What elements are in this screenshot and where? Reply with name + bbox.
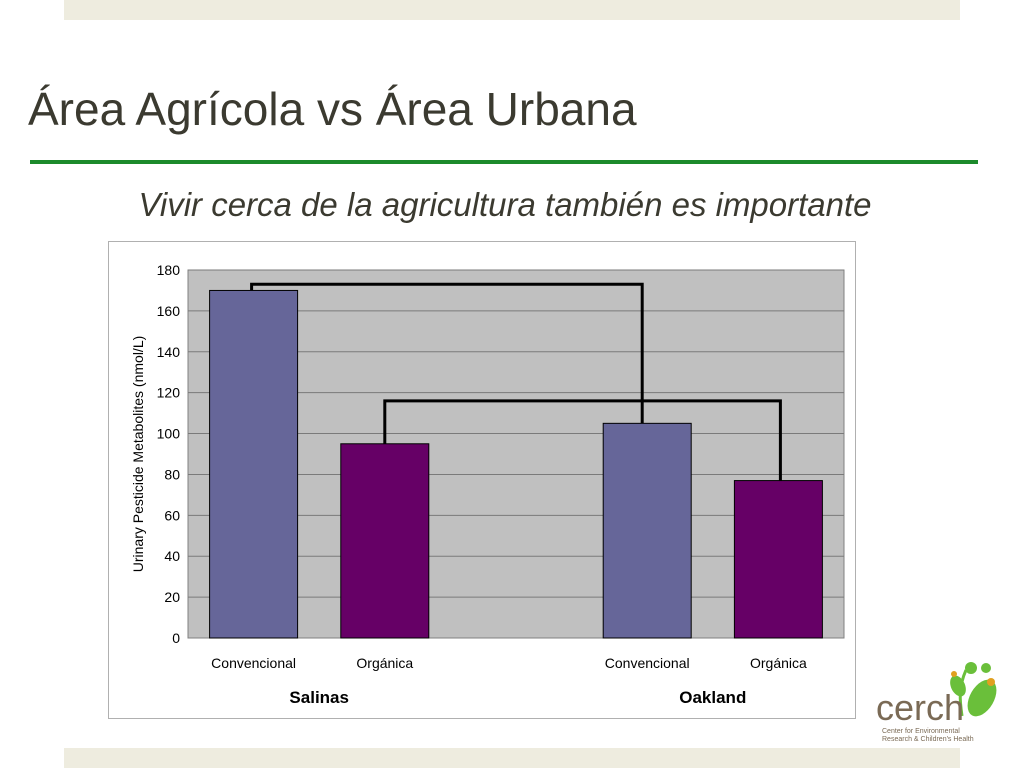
bar-chart: 0 20 40 60 80 100 120 140 160 180 Urinary Pesticid… [130, 262, 845, 707]
title-divider [30, 160, 978, 164]
y-tick-label: 40 [164, 548, 180, 564]
x-tick-label: Orgánica [356, 655, 413, 671]
y-tick-label: 60 [164, 507, 180, 523]
y-tick-label: 80 [164, 466, 180, 482]
bar [209, 289, 299, 639]
y-tick-label: 160 [157, 303, 181, 319]
x-tick-label: Convencional [211, 655, 296, 671]
slide-title: Área Agrícola vs Área Urbana [28, 83, 637, 135]
comparison-bracket [250, 282, 644, 424]
leaf-icon [950, 662, 997, 717]
logo-tagline-2: Research & Children's Health [882, 736, 974, 743]
bottom-accent-band [64, 748, 960, 768]
y-tick-label: 180 [157, 262, 181, 278]
bar [340, 443, 430, 639]
bar [602, 422, 692, 639]
x-tick-label: Convencional [605, 655, 690, 671]
cerch-logo: cerch Center for Environmental Research … [876, 662, 997, 743]
y-tick-label: 20 [164, 589, 180, 605]
slide-subtitle: Vivir cerca de la agricultura también es… [138, 186, 872, 223]
y-tick-label: 0 [172, 630, 180, 646]
y-tick-label: 120 [157, 385, 181, 401]
y-tick-label: 140 [157, 344, 181, 360]
comparison-bracket [383, 399, 782, 481]
y-tick-label: 100 [157, 426, 181, 442]
group-label: Oakland [679, 688, 746, 707]
top-accent-band [64, 0, 960, 20]
y-axis-title: Urinary Pesticide Metabolites (nmol/L) [130, 336, 146, 573]
logo-tagline-1: Center for Environmental [882, 728, 960, 735]
group-label: Salinas [289, 688, 349, 707]
logo-wordmark: cerch [876, 687, 964, 728]
chart-frame: 0 20 40 60 80 100 120 140 160 180 Urinary Pesticid… [108, 241, 856, 719]
x-tick-label: Orgánica [750, 655, 807, 671]
bar [733, 480, 823, 639]
